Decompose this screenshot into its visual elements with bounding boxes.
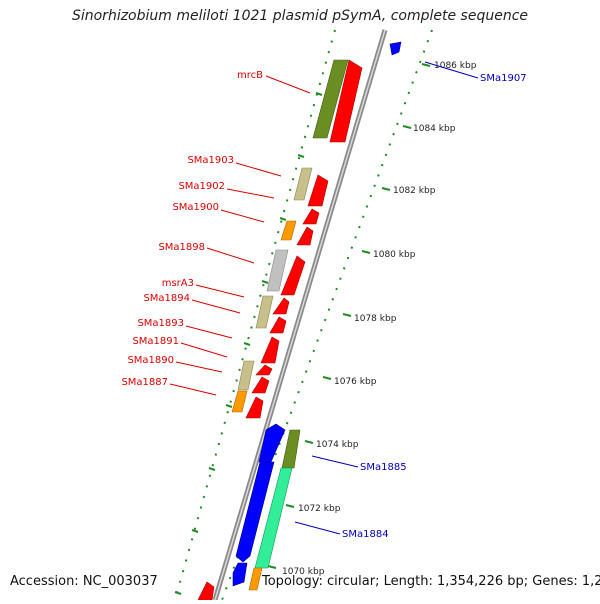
leader-line	[294, 521, 341, 535]
gene-label-sma1902[interactable]: SMa1902	[178, 181, 225, 192]
ruler-label: 1074 kbp	[316, 440, 359, 450]
topology-stats-text: Topology: circular; Length: 1,354,226 bp…	[262, 574, 600, 589]
cds-sma1903-forward[interactable]	[307, 174, 329, 207]
cds-mrcb-forward[interactable]	[329, 59, 363, 143]
ruler-ticks	[174, 63, 431, 595]
map-title: Sinorhizobium meliloti 1021 plasmid pSym…	[71, 8, 529, 24]
ruler-tick	[421, 63, 431, 67]
cds-sma1884-reverse[interactable]	[235, 461, 275, 563]
leader-line	[191, 299, 241, 314]
leader-line	[424, 61, 479, 79]
gene-label-sma1907[interactable]: SMa1907	[480, 73, 527, 84]
cog-track	[231, 59, 349, 591]
cog-block-sma1884[interactable]	[254, 467, 293, 569]
cog-block-sma1890[interactable]	[237, 360, 255, 391]
cds-sma1894-forward[interactable]	[269, 316, 287, 334]
inner-tick	[279, 217, 287, 221]
leader-line	[180, 342, 228, 358]
backbone-ring-highlight	[214, 29, 386, 601]
ruler-tick	[267, 565, 277, 569]
gene-label-sma1891[interactable]: SMa1891	[132, 336, 179, 347]
cds-bottom-forward[interactable]	[197, 581, 215, 601]
inner-tick	[261, 280, 269, 284]
cog-block-sma1887[interactable]	[231, 390, 248, 413]
accession-text: Accession: NC_003037	[10, 574, 158, 589]
gene-label-msra3[interactable]: msrA3	[162, 278, 194, 289]
cds-sma1902-forward[interactable]	[302, 208, 320, 225]
ruler-label: 1076 kbp	[334, 377, 377, 387]
reverse-cds-track	[232, 41, 402, 587]
ruler-label: 1078 kbp	[354, 314, 397, 324]
cds-sma1900-forward[interactable]	[296, 226, 314, 246]
leader-line	[195, 284, 245, 298]
cds-sma1891-forward[interactable]	[260, 336, 280, 364]
gene-labels-left: mrcB SMa1903 SMa1902 SMa1900 SMa1898 msr…	[121, 70, 263, 388]
inner-tick	[208, 467, 216, 471]
cds-sma1887-forward[interactable]	[245, 396, 264, 419]
cog-block-bottom[interactable]	[248, 567, 263, 591]
ruler-tick	[381, 187, 391, 191]
inner-tick	[191, 529, 199, 533]
ruler-tick	[322, 376, 332, 380]
ruler-label: 1070 kbp	[282, 567, 325, 577]
inner-tick	[297, 154, 305, 158]
gene-label-sma1900[interactable]: SMa1900	[172, 202, 219, 213]
cog-block-sma1903[interactable]	[293, 167, 313, 201]
inner-tick	[315, 92, 323, 96]
leader-line	[169, 383, 217, 396]
ruler-tick	[361, 250, 371, 254]
gene-labels-right: SMa1907 SMa1885 SMa1884	[342, 73, 527, 540]
leader-line	[235, 162, 282, 177]
label-leaders	[169, 61, 479, 535]
cds-sma1890b-forward[interactable]	[251, 376, 270, 394]
gene-label-sma1894[interactable]: SMa1894	[143, 293, 190, 304]
cog-block-sma1900[interactable]	[280, 220, 297, 241]
cds-sma1890-forward[interactable]	[255, 364, 273, 376]
ruler-tick	[304, 440, 314, 444]
gene-label-sma1893[interactable]: SMa1893	[137, 318, 184, 329]
ruler-label: 1086 kbp	[434, 61, 477, 71]
leader-line	[265, 75, 311, 94]
ruler-tick	[285, 504, 295, 508]
leader-line	[185, 325, 233, 339]
cds-bottom-reverse[interactable]	[232, 562, 248, 587]
ruler-label: 1072 kbp	[298, 504, 341, 514]
ruler-label: 1084 kbp	[413, 124, 456, 134]
gene-label-sma1885[interactable]: SMa1885	[360, 462, 407, 473]
ruler-tick	[402, 125, 412, 129]
ruler-labels: 1086 kbp 1084 kbp 1082 kbp 1080 kbp 1078…	[282, 61, 477, 577]
gene-label-mrcb[interactable]: mrcB	[237, 70, 263, 81]
leader-line	[220, 209, 265, 223]
inner-tick	[243, 342, 251, 346]
gene-label-sma1903[interactable]: SMa1903	[187, 155, 234, 166]
ruler-label: 1082 kbp	[393, 186, 436, 196]
cds-sma1885-reverse[interactable]	[258, 423, 286, 463]
cog-block-sma1894[interactable]	[255, 295, 274, 329]
gene-label-sma1887[interactable]: SMa1887	[121, 377, 168, 388]
ruler-label: 1080 kbp	[373, 250, 416, 260]
cds-sma1898-forward[interactable]	[280, 255, 306, 296]
cds-sma1907-reverse[interactable]	[389, 41, 402, 56]
gene-label-sma1898[interactable]: SMa1898	[158, 242, 205, 253]
cog-block-sma1898[interactable]	[266, 249, 289, 292]
forward-cds-track	[197, 59, 363, 601]
gene-label-sma1884[interactable]: SMa1884	[342, 529, 389, 540]
cds-msra3-forward[interactable]	[272, 297, 290, 315]
leader-line	[206, 247, 255, 264]
ruler-tick	[342, 313, 352, 317]
leader-line	[226, 188, 275, 199]
leader-line	[175, 361, 223, 373]
leader-line	[311, 455, 359, 468]
cog-block-mrcb[interactable]	[312, 59, 349, 139]
inner-tick	[174, 591, 182, 595]
gene-label-sma1890[interactable]: SMa1890	[127, 355, 174, 366]
inner-tick	[225, 404, 233, 408]
cog-block-sma1885[interactable]	[281, 429, 301, 469]
